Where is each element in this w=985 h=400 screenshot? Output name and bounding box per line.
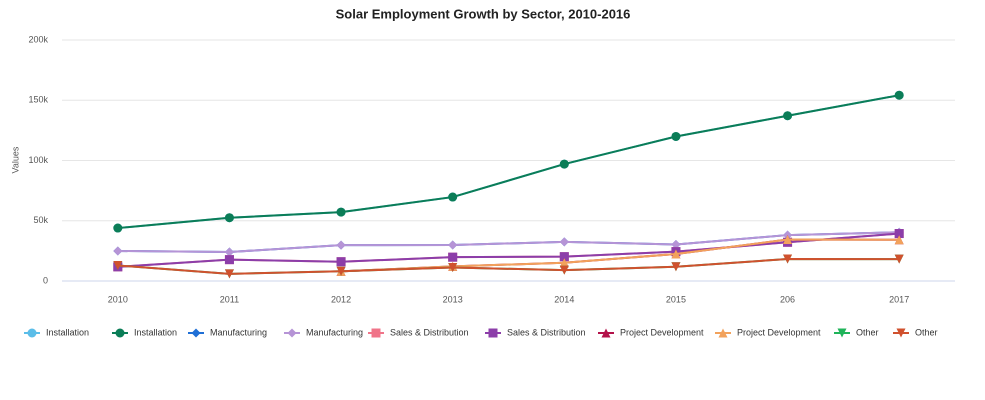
data-point bbox=[894, 254, 904, 264]
legend-label: Manufacturing bbox=[210, 327, 267, 337]
legend-label: Sales & Distribution bbox=[507, 327, 586, 337]
legend-item: Other bbox=[893, 327, 938, 338]
data-point bbox=[113, 223, 123, 233]
legend-marker bbox=[896, 328, 906, 338]
legend-marker bbox=[718, 328, 728, 338]
legend-item: Manufacturing bbox=[188, 327, 267, 338]
data-point bbox=[336, 240, 346, 250]
data-point bbox=[336, 257, 346, 267]
legend-marker bbox=[488, 328, 498, 338]
data-point bbox=[894, 235, 904, 245]
data-point bbox=[224, 255, 234, 265]
data-point bbox=[559, 237, 569, 247]
data-point bbox=[224, 269, 234, 279]
y-axis-label: Values bbox=[10, 146, 20, 173]
legend-label: Other bbox=[856, 327, 879, 337]
data-point bbox=[559, 265, 569, 275]
series-line bbox=[117, 232, 900, 268]
legend-marker bbox=[27, 328, 37, 338]
data-point bbox=[224, 213, 234, 223]
x-tick-label: 2014 bbox=[554, 294, 574, 304]
series-line bbox=[117, 257, 900, 275]
series-line bbox=[117, 94, 900, 230]
legend-marker bbox=[191, 328, 201, 338]
data-point bbox=[559, 252, 569, 262]
legend-item: Sales & Distribution bbox=[485, 327, 586, 338]
y-tick-label: 0 bbox=[43, 275, 48, 285]
data-point bbox=[671, 240, 681, 250]
data-point bbox=[559, 159, 569, 169]
legend-label: Sales & Distribution bbox=[390, 327, 469, 337]
y-tick-label: 150k bbox=[28, 95, 48, 105]
legend-marker bbox=[287, 328, 297, 338]
data-point bbox=[336, 207, 346, 217]
legend-marker bbox=[601, 328, 611, 338]
legend-item: Project Development bbox=[715, 327, 821, 338]
x-tick-label: 2013 bbox=[443, 294, 463, 304]
data-point bbox=[671, 249, 681, 259]
data-point bbox=[448, 192, 458, 202]
legend-label: Installation bbox=[134, 327, 177, 337]
legend-item: Manufacturing bbox=[284, 327, 363, 338]
y-tick-label: 100k bbox=[28, 155, 48, 165]
series-line bbox=[117, 94, 900, 230]
series-line bbox=[117, 257, 900, 275]
x-tick-label: 2011 bbox=[220, 294, 239, 304]
data-point bbox=[113, 260, 123, 270]
data-point bbox=[783, 111, 793, 121]
data-point bbox=[671, 262, 681, 272]
data-point bbox=[783, 235, 793, 245]
x-tick-label: 2012 bbox=[331, 294, 351, 304]
data-point bbox=[671, 131, 681, 141]
legend-item: Sales & Distribution bbox=[368, 327, 469, 338]
legend-item: Installation bbox=[112, 327, 177, 338]
series-line bbox=[117, 232, 900, 268]
chart-title: Solar Employment Growth by Sector, 2010-… bbox=[336, 6, 631, 21]
legend-item: Installation bbox=[24, 327, 89, 338]
data-point bbox=[894, 90, 904, 100]
data-point bbox=[113, 246, 123, 256]
x-tick-label: 2010 bbox=[108, 294, 128, 304]
x-tick-label: 2015 bbox=[666, 294, 686, 304]
legend-item: Project Development bbox=[598, 327, 704, 338]
data-point bbox=[448, 262, 458, 272]
data-point bbox=[448, 240, 458, 250]
data-point bbox=[448, 252, 458, 262]
legend-label: Other bbox=[915, 327, 938, 337]
data-point bbox=[783, 254, 793, 264]
data-point bbox=[224, 247, 234, 257]
legend-marker bbox=[371, 328, 381, 338]
x-tick-label: 2017 bbox=[889, 294, 909, 304]
series-line bbox=[117, 231, 900, 254]
legend-label: Project Development bbox=[737, 327, 821, 337]
legend-marker bbox=[115, 328, 125, 338]
data-point bbox=[559, 258, 569, 268]
data-point bbox=[336, 266, 346, 276]
y-tick-label: 50k bbox=[33, 215, 48, 225]
x-tick-label: 206 bbox=[780, 294, 795, 304]
legend-label: Project Development bbox=[620, 327, 704, 337]
legend-label: Manufacturing bbox=[306, 327, 363, 337]
legend-item: Other bbox=[834, 327, 879, 338]
legend-label: Installation bbox=[46, 327, 89, 337]
data-point bbox=[894, 229, 904, 239]
y-tick-label: 200k bbox=[28, 34, 48, 44]
legend-marker bbox=[837, 328, 847, 338]
